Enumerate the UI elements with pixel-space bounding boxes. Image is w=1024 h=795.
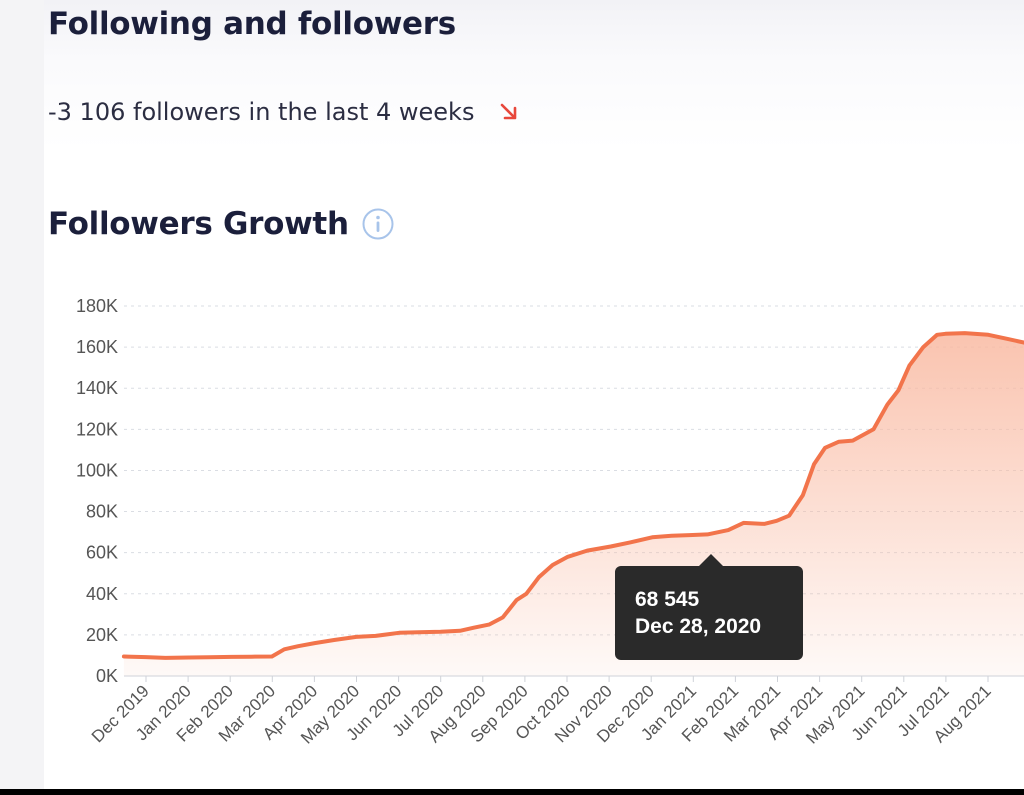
chart-tooltip: 68 545 Dec 28, 2020 xyxy=(615,554,803,660)
y-tick-label: 80K xyxy=(86,502,118,522)
area-layer xyxy=(121,331,1024,676)
y-tick-label: 100K xyxy=(76,460,118,480)
y-tick-label: 20K xyxy=(86,625,118,645)
tooltip-date: Dec 28, 2020 xyxy=(635,615,762,638)
trend-down-arrow-icon xyxy=(501,103,517,120)
section-title: Followers Growth xyxy=(48,206,395,242)
y-tick-label: 140K xyxy=(76,378,118,398)
tooltip-value: 68 545 xyxy=(635,588,700,611)
y-tick-label: 0K xyxy=(96,666,118,686)
bottom-border xyxy=(0,789,1024,795)
left-strip xyxy=(0,0,44,790)
followers-change-text: -3 106 followers in the last 4 weeks xyxy=(48,98,475,126)
series-area xyxy=(123,333,1024,676)
page-title: Following and followers xyxy=(48,6,456,42)
y-tick-label: 160K xyxy=(76,337,118,357)
y-tick-label: 60K xyxy=(86,543,118,563)
y-axis: 0K 20K 40K 60K 80K 100K 120K 140K 160K 180K xyxy=(76,296,118,686)
y-tick-label: 120K xyxy=(76,419,118,439)
y-tick-label: 40K xyxy=(86,584,118,604)
series-line xyxy=(121,331,1024,660)
section-title-text: Followers Growth xyxy=(48,206,349,242)
header-band xyxy=(0,0,1024,150)
followers-change-stat: -3 106 followers in the last 4 weeks xyxy=(48,98,520,126)
y-tick-label: 180K xyxy=(76,296,118,316)
info-icon[interactable] xyxy=(361,207,395,241)
followers-growth-chart[interactable]: 0K 20K 40K 60K 80K 100K 120K 140K 160K 180K Dec 2… xyxy=(0,280,1024,790)
